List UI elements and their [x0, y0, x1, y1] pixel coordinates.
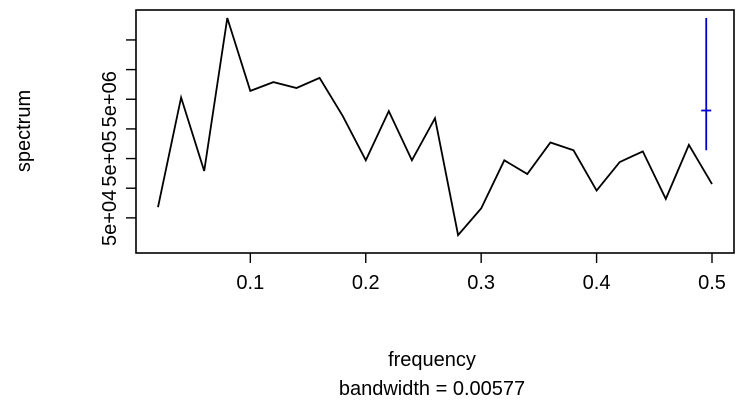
- x-tick-label: 0.5: [698, 272, 726, 294]
- x-tick-label: 0.4: [583, 272, 611, 294]
- x-tick-label: 0.2: [352, 272, 380, 294]
- plot-frame: [135, 9, 735, 254]
- x-axis: 0.1 0.2 0.3 0.4 0.5: [236, 253, 726, 294]
- x-axis-sublabel: bandwidth = 0.00577: [339, 378, 525, 400]
- y-tick-label: 5e+06: [99, 71, 121, 127]
- spectrum-series-line: [157, 17, 713, 238]
- confidence-bar: [701, 18, 712, 151]
- x-tick-label: 0.1: [236, 272, 264, 294]
- x-tick-label: 0.3: [467, 272, 495, 294]
- y-tick-label: 5e+05: [99, 130, 121, 186]
- y-axis: 5e+04 5e+05 5e+06: [99, 39, 136, 246]
- y-tick-label: 5e+04: [99, 190, 121, 246]
- y-axis-label: spectrum: [13, 90, 35, 172]
- x-axis-label: frequency: [388, 349, 476, 371]
